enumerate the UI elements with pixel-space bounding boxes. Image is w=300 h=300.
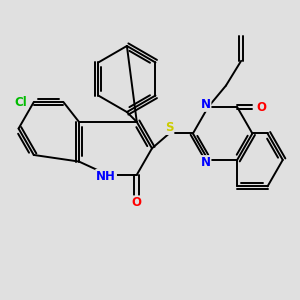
Text: Cl: Cl bbox=[15, 96, 28, 109]
Text: NH: NH bbox=[96, 170, 116, 183]
Text: S: S bbox=[165, 121, 173, 134]
Text: N: N bbox=[200, 98, 211, 111]
Text: N: N bbox=[200, 156, 211, 169]
Text: O: O bbox=[256, 100, 267, 114]
Text: O: O bbox=[132, 196, 142, 209]
